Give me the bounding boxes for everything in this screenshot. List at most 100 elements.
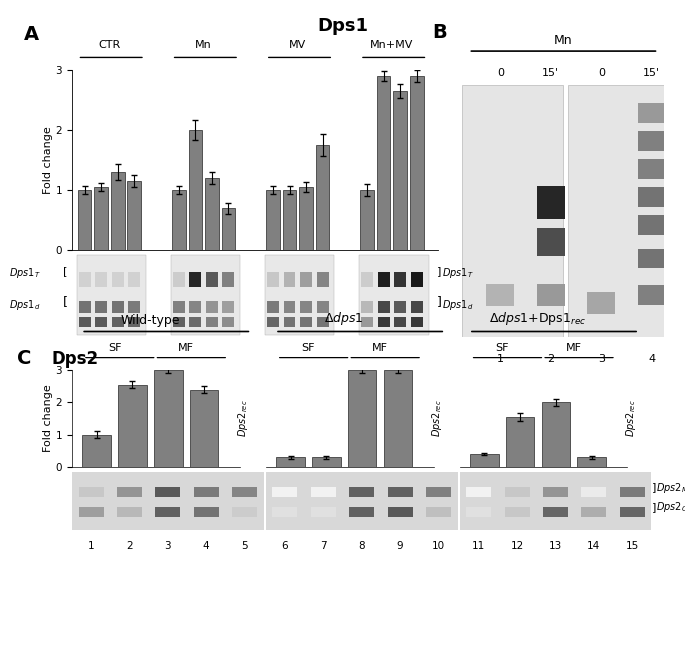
Bar [79, 487, 103, 498]
Text: Mn-2h: Mn-2h [386, 491, 410, 516]
Bar [486, 283, 514, 306]
FancyBboxPatch shape [171, 255, 240, 335]
Text: $Dps2_{rec}$: $Dps2_{rec}$ [624, 400, 638, 438]
Bar [267, 317, 279, 327]
Text: 10: 10 [432, 541, 445, 551]
Text: 15': 15' [282, 301, 298, 317]
Bar [95, 317, 107, 327]
Text: 15': 15' [375, 301, 392, 317]
Bar [537, 185, 564, 219]
Text: 0: 0 [268, 301, 278, 311]
Bar [284, 272, 295, 287]
Bar [582, 487, 606, 498]
Bar [223, 317, 234, 327]
Text: $Dps2_{rec}$: $Dps2_{rec}$ [236, 400, 250, 438]
Bar [172, 190, 186, 250]
Bar [267, 301, 279, 313]
Text: $Dps1_T$: $Dps1_T$ [442, 267, 473, 280]
Bar [506, 417, 534, 467]
Text: CTR: CTR [99, 40, 121, 50]
Text: [: [ [63, 295, 68, 308]
Text: [: [ [63, 267, 68, 276]
Text: Mn: Mn [554, 34, 573, 47]
Bar [112, 301, 124, 313]
Text: 4: 4 [648, 354, 656, 364]
Bar [638, 215, 666, 235]
Text: 0: 0 [497, 68, 503, 78]
Text: MF: MF [372, 343, 388, 353]
Bar [266, 190, 279, 250]
Text: 2h: 2h [110, 301, 125, 315]
Text: CTR-2h: CTR-2h [542, 491, 570, 519]
Bar [620, 507, 645, 518]
Text: CTR-2h: CTR-2h [471, 491, 498, 519]
Bar [577, 458, 606, 467]
Text: CTR-2h: CTR-2h [277, 491, 304, 519]
Bar [384, 370, 412, 467]
Bar [542, 402, 570, 467]
Text: 20h: 20h [219, 301, 238, 319]
Y-axis label: Fold change: Fold change [42, 126, 53, 194]
FancyBboxPatch shape [77, 255, 146, 335]
Bar [311, 507, 336, 518]
Text: Dps2: Dps2 [51, 350, 99, 368]
Text: 4: 4 [203, 541, 210, 551]
Bar [112, 272, 124, 287]
Text: CTR-2h: CTR-2h [83, 491, 110, 519]
Bar [284, 317, 295, 327]
Bar [638, 249, 666, 268]
Text: 15: 15 [625, 541, 639, 551]
Bar [189, 317, 201, 327]
Bar [411, 317, 423, 327]
Bar [393, 91, 407, 250]
Bar [273, 487, 297, 498]
Bar [154, 370, 182, 467]
Bar [638, 103, 666, 123]
Bar [466, 507, 491, 518]
Bar [426, 487, 451, 498]
Bar [173, 317, 185, 327]
Text: 20h: 20h [408, 301, 426, 319]
Text: 2h: 2h [205, 301, 219, 315]
Bar [505, 507, 530, 518]
Bar [588, 292, 615, 314]
Bar [78, 190, 91, 250]
Bar [620, 487, 645, 498]
Bar [232, 507, 257, 518]
Bar [377, 317, 390, 327]
Text: 0: 0 [598, 68, 605, 78]
Bar [316, 272, 329, 287]
Text: 1: 1 [497, 354, 503, 364]
Text: 0: 0 [79, 301, 90, 311]
Bar [395, 317, 406, 327]
Text: $Dps2_M$: $Dps2_M$ [656, 482, 685, 495]
Text: Wild-type: Wild-type [121, 313, 180, 327]
Text: 13: 13 [549, 541, 562, 551]
Text: $\Delta$$dps1$: $\Delta$$dps1$ [325, 309, 364, 327]
Bar [222, 208, 235, 250]
Bar [205, 178, 219, 250]
Bar [388, 507, 412, 518]
Bar [128, 272, 140, 287]
Bar [189, 301, 201, 313]
Text: $Dps2_C$: $Dps2_C$ [656, 500, 685, 514]
Bar [79, 272, 90, 287]
Bar [283, 190, 297, 250]
Bar [349, 487, 374, 498]
Bar [128, 317, 140, 327]
Bar [300, 272, 312, 287]
Bar [188, 130, 202, 250]
Bar [155, 507, 180, 518]
Text: 15': 15' [543, 68, 560, 78]
Bar [117, 487, 142, 498]
Bar [543, 507, 568, 518]
Text: 2h: 2h [299, 301, 313, 315]
Bar [79, 507, 103, 518]
Bar [95, 301, 107, 313]
Text: SF: SF [108, 343, 121, 353]
Bar [155, 487, 180, 498]
Bar [316, 145, 329, 250]
Text: 0: 0 [173, 301, 184, 311]
Bar [127, 181, 141, 250]
Text: A: A [24, 25, 40, 44]
